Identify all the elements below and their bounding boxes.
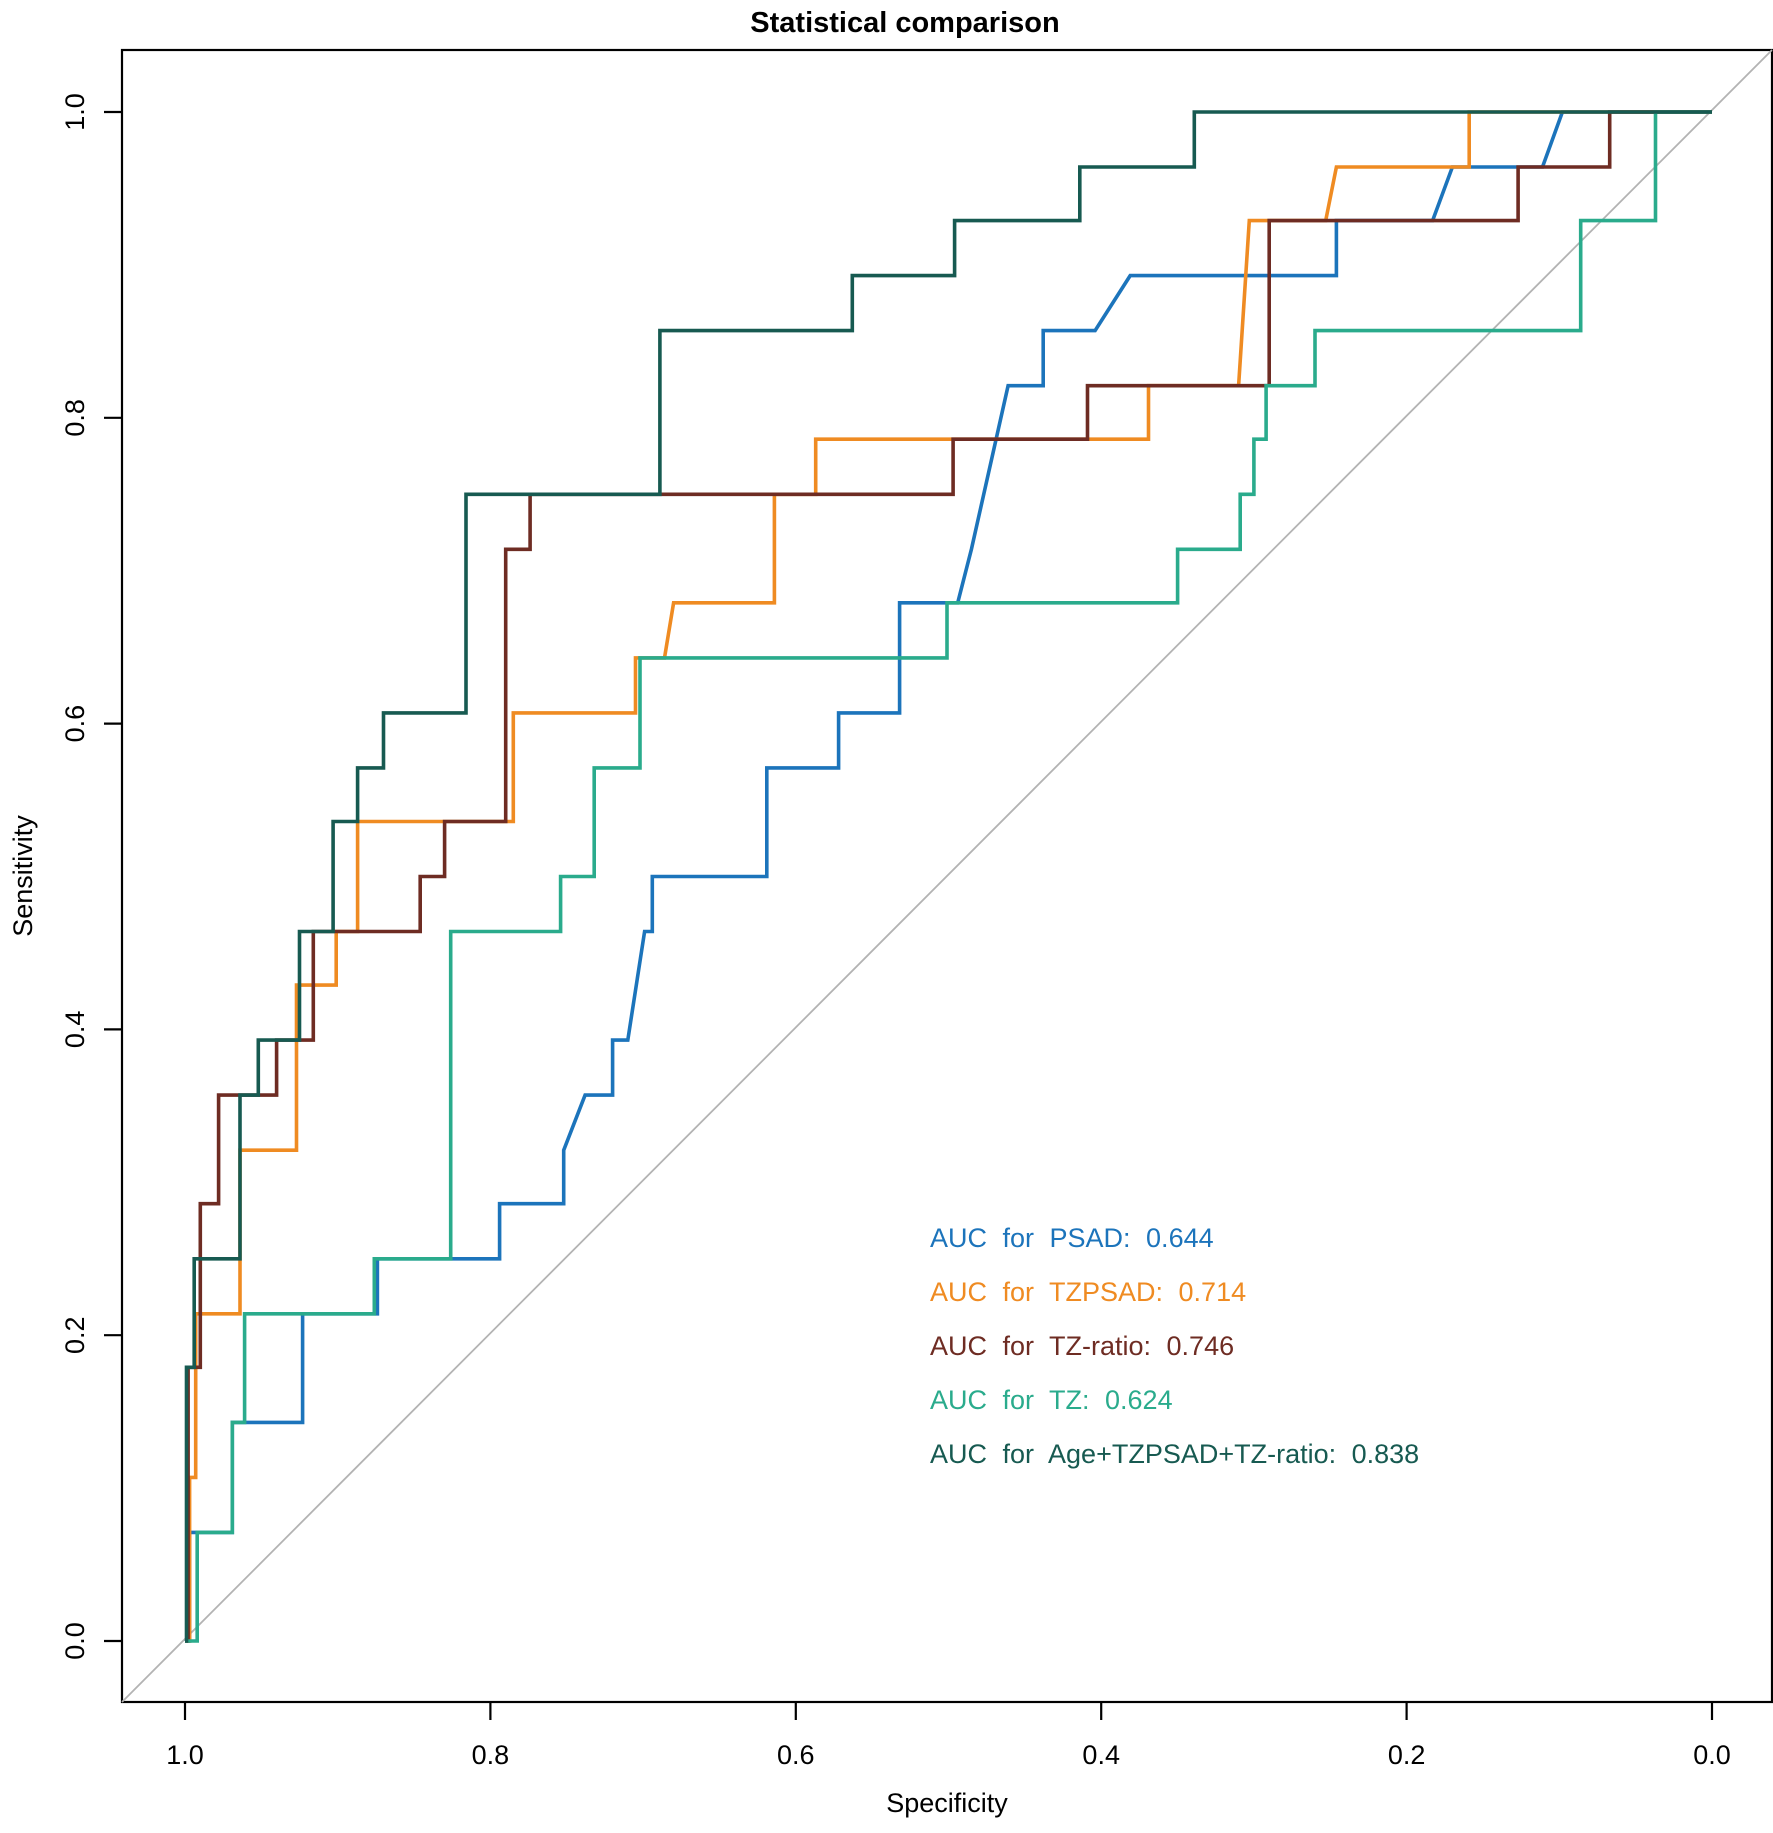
y-tick-label: 0.0	[60, 1622, 90, 1660]
chart-title: Statistical comparison	[750, 7, 1059, 39]
axes: 1.0 0.8 0.6 0.4 0.2 0.0 0.0 0.2 0.4 0.6 0.8 1.0	[60, 93, 1731, 1770]
legend-item-0: AUC for PSAD: 0.644	[930, 1223, 1214, 1253]
legend-item-2: AUC for TZ-ratio: 0.746	[930, 1331, 1234, 1361]
roc-curves	[184, 110, 1712, 1643]
roc-curve-age-tzpsad-tz-ratio	[184, 110, 1712, 1643]
x-tick-label: 0.2	[1388, 1740, 1426, 1770]
x-tick-label: 0.8	[472, 1740, 510, 1770]
plot-border	[120, 48, 1773, 1704]
x-tick-label: 0.0	[1693, 1740, 1731, 1770]
y-axis-label: Sensitivity	[8, 815, 38, 937]
legend-item-3: AUC for TZ: 0.624	[930, 1385, 1173, 1415]
legend: AUC for PSAD: 0.644 AUC for TZPSAD: 0.714…	[930, 1223, 1419, 1469]
roc-curve-tz-ratio	[185, 110, 1712, 1643]
roc-curve-tz	[185, 110, 1712, 1643]
diagonal-reference-line	[121, 49, 1773, 1703]
y-tick-label: 0.4	[60, 1011, 90, 1049]
x-tick-label: 1.0	[166, 1740, 204, 1770]
x-axis-label: Specificity	[886, 1788, 1008, 1818]
roc-curve-tzpsad	[185, 110, 1712, 1643]
y-tick-label: 1.0	[60, 93, 90, 131]
legend-item-4: AUC for Age+TZPSAD+TZ-ratio: 0.838	[930, 1439, 1419, 1469]
legend-item-1: AUC for TZPSAD: 0.714	[930, 1277, 1246, 1307]
y-tick-label: 0.6	[60, 705, 90, 743]
x-tick-label: 0.4	[1082, 1740, 1120, 1770]
chance-line	[121, 49, 1773, 1703]
x-tick-label: 0.6	[777, 1740, 815, 1770]
y-tick-label: 0.2	[60, 1316, 90, 1354]
plot-border-rect	[120, 48, 1773, 1704]
y-tick-label: 0.8	[60, 399, 90, 437]
